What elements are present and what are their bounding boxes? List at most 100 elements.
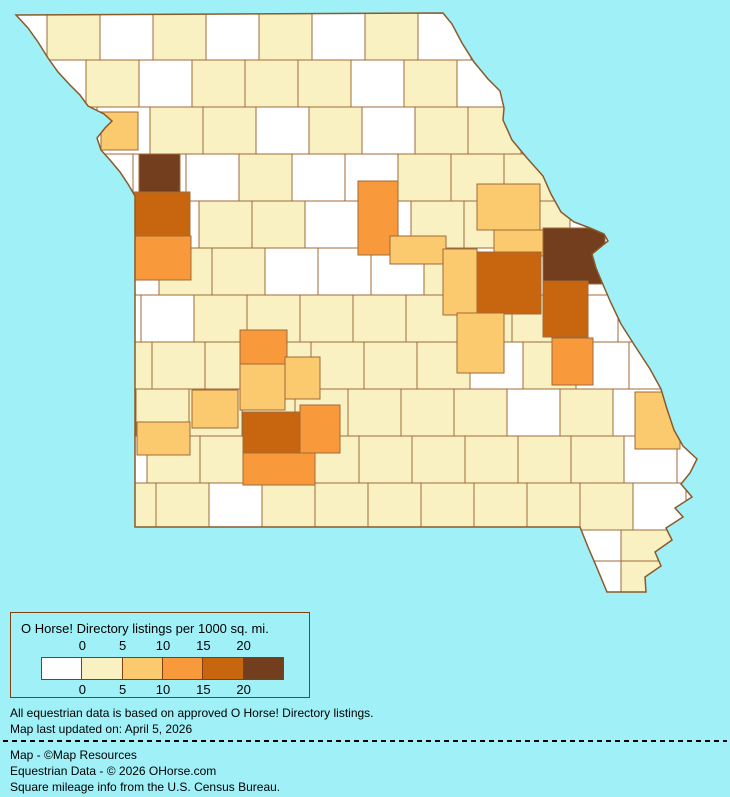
county-shape-region-17 [239, 363, 286, 411]
county-cell [208, 482, 263, 531]
county-cell [255, 106, 310, 155]
county-shape-region-04 [132, 235, 192, 281]
county-shape-region-18 [284, 356, 321, 400]
county-cell [244, 59, 299, 108]
county-shape-region-15 [634, 391, 681, 450]
legend-tick-label: 0 [78, 638, 86, 653]
legend-tick-label: 15 [196, 682, 211, 697]
county-cell [16, 106, 45, 155]
legend-scale-ticks-top: 0 5 10 15 20 [41, 638, 285, 653]
legend-tick-label: 20 [236, 638, 251, 653]
county-cell [16, 200, 41, 249]
county-cell [258, 13, 313, 61]
map-source-credit: Map - ©Map Resources [10, 748, 137, 762]
county-cell [673, 529, 697, 562]
county-shape-region-03 [133, 191, 191, 237]
county-cell [675, 200, 697, 249]
county-cell [140, 294, 195, 343]
county-cell [99, 13, 154, 61]
county-shape-region-23 [136, 421, 191, 456]
county-cell [49, 482, 104, 531]
county-cell [82, 388, 137, 437]
county-cell [408, 560, 463, 592]
county-cell [626, 106, 681, 155]
county-cell [205, 13, 260, 61]
county-cell [576, 13, 631, 61]
county-cell [291, 153, 346, 202]
census-bureau-credit: Square mileage info from the U.S. Census… [10, 780, 281, 794]
county-shape-region-21 [299, 404, 341, 454]
county-cell [622, 200, 677, 249]
legend-scale-ticks-bottom: 0 5 10 15 20 [41, 682, 285, 697]
county-cell [249, 560, 304, 592]
legend-tick-label: 10 [155, 682, 171, 697]
county-cell [52, 247, 107, 296]
county-cell [464, 435, 519, 484]
county-cell [196, 560, 251, 592]
county-cell [16, 482, 51, 531]
county-cell [79, 153, 134, 202]
county-shape-region-08 [389, 235, 447, 265]
county-cell [688, 247, 697, 296]
county-cell [719, 389, 730, 436]
county-cell [620, 529, 675, 562]
legend-tick-label: 15 [196, 638, 211, 653]
county-shape-region-02 [138, 153, 181, 195]
county-cell [679, 106, 697, 155]
county-cell [39, 200, 94, 249]
county-cell [400, 388, 455, 437]
county-cell [198, 200, 253, 249]
county-cell [261, 482, 316, 531]
county-cell [299, 294, 354, 343]
county-cell [102, 482, 157, 531]
state-border [14, 12, 698, 593]
county-cell [264, 247, 319, 296]
county-cell [615, 59, 670, 108]
county-cell [420, 482, 475, 531]
county-shape-region-14 [456, 312, 505, 374]
county-cell [193, 294, 248, 343]
county-cell [676, 435, 697, 484]
county-cell [191, 59, 246, 108]
legend-tick-label: 20 [236, 682, 251, 697]
county-cell [87, 294, 142, 343]
separator-dashed-line [3, 740, 727, 742]
county-cell [16, 560, 39, 592]
county-cell [355, 560, 410, 592]
county-cell [453, 388, 508, 437]
county-cell [143, 529, 198, 562]
county-cell [367, 482, 422, 531]
legend-tick-label: 5 [119, 682, 127, 697]
county-cell [414, 106, 469, 155]
county-shape-region-20 [242, 411, 301, 454]
county-cell [98, 341, 153, 390]
county-cell [90, 560, 145, 592]
county-cell [470, 13, 525, 61]
county-cell [16, 59, 34, 108]
county-cell [352, 294, 407, 343]
legend-swatch-level-3 [161, 657, 203, 680]
legend-swatch-level-2 [121, 657, 162, 680]
legend-swatch-level-5 [242, 657, 284, 680]
county-cell [37, 529, 92, 562]
county-cell [682, 13, 697, 61]
county-cell [461, 529, 516, 562]
county-cell [662, 153, 697, 202]
county-cell [609, 153, 664, 202]
legend-swatch-level-1 [81, 657, 122, 680]
county-cell [364, 13, 419, 61]
county-cell [668, 59, 697, 108]
county-cell [43, 106, 98, 155]
county-cell [408, 529, 463, 562]
county-shape-region-16 [239, 329, 288, 365]
county-cell [32, 59, 87, 108]
county-cell [45, 341, 100, 390]
county-cell [37, 560, 92, 592]
county-cell [311, 13, 366, 61]
county-cell [635, 247, 690, 296]
county-cell [90, 529, 145, 562]
county-cell [151, 341, 206, 390]
county-shape-region-19 [191, 389, 239, 429]
legend-swatch-level-0 [41, 657, 82, 680]
county-cell [302, 560, 357, 592]
